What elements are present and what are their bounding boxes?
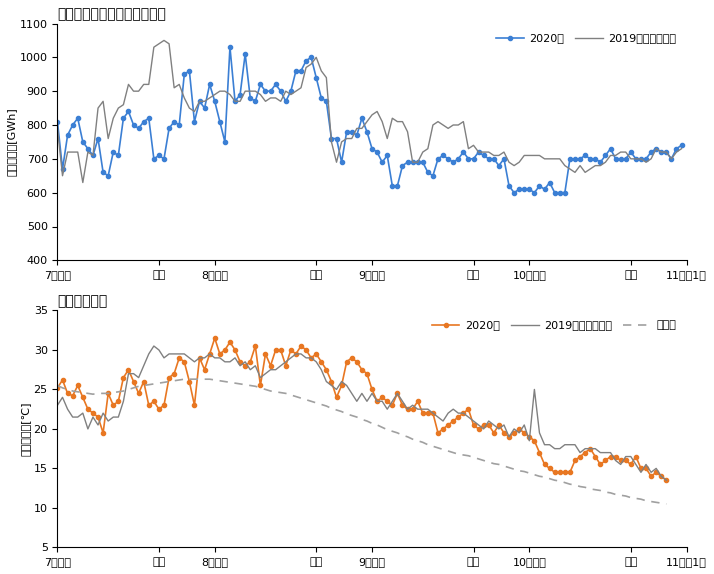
平年値: [469, 454, 478, 461]
2020年: [510, 189, 518, 196]
2020年: [195, 354, 203, 361]
平年値: [53, 382, 61, 389]
Line: 2019年（同曜日）: 2019年（同曜日）: [57, 40, 682, 183]
2019年（同曜日）: [201, 354, 209, 361]
2019年（同曜日）: [317, 366, 326, 373]
2020年: [662, 477, 670, 484]
2020年: [317, 358, 326, 365]
2019年（同曜日）: [246, 88, 254, 95]
2019年（同曜日）: [180, 95, 188, 102]
2019年（同曜日）: [439, 417, 448, 424]
2019年（同曜日）: [79, 179, 87, 186]
2019年（同曜日）: [662, 477, 670, 484]
Line: 平年値: 平年値: [57, 379, 666, 504]
2020年: [678, 142, 686, 149]
2019年（同曜日）: [469, 417, 478, 424]
平年値: [439, 446, 448, 453]
2019年（同曜日）: [678, 145, 686, 152]
2020年: [332, 135, 341, 142]
2020年: [170, 118, 178, 125]
2019年（同曜日）: [337, 138, 346, 145]
2019年（同曜日）: [59, 172, 67, 179]
平年値: [180, 376, 188, 383]
2019年（同曜日）: [99, 98, 107, 105]
平年値: [626, 494, 635, 501]
Y-axis label: 日合計需要[GWh]: 日合計需要[GWh]: [7, 107, 17, 176]
Line: 2020年: 2020年: [56, 336, 668, 482]
2019年（同曜日）: [626, 453, 635, 460]
平年値: [114, 389, 123, 395]
2020年: [53, 118, 61, 125]
2019年（同曜日）: [160, 37, 169, 44]
2020年: [211, 335, 219, 342]
2019年（同曜日）: [53, 402, 61, 409]
平年値: [201, 376, 209, 383]
2020年: [114, 398, 123, 405]
Line: 2019年（同曜日）: 2019年（同曜日）: [57, 346, 666, 480]
Legend: 2020年, 2019年（同曜日）, 平年値: 2020年, 2019年（同曜日）, 平年値: [427, 316, 681, 335]
2020年: [241, 51, 249, 57]
2019年（同曜日）: [149, 343, 158, 350]
2019年（同曜日）: [114, 414, 123, 421]
2019年（同曜日）: [53, 125, 61, 132]
平年値: [662, 501, 670, 507]
Y-axis label: 日平均気温[℃]: 日平均気温[℃]: [21, 402, 31, 456]
Text: 電力需要（東京電力エリア）: 電力需要（東京電力エリア）: [57, 7, 166, 21]
2020年: [439, 425, 448, 432]
平年値: [317, 401, 326, 408]
2019年（同曜日）: [423, 145, 432, 152]
2020年: [94, 135, 102, 142]
Text: 気温（東京）: 気温（東京）: [57, 294, 108, 308]
2020年: [418, 159, 427, 166]
2020年: [469, 421, 478, 428]
2020年: [59, 165, 67, 172]
Line: 2020年: 2020年: [56, 45, 683, 195]
Legend: 2020年, 2019年（同曜日）: 2020年, 2019年（同曜日）: [491, 29, 681, 48]
2020年: [53, 385, 61, 391]
2020年: [226, 44, 234, 51]
2020年: [626, 461, 635, 468]
